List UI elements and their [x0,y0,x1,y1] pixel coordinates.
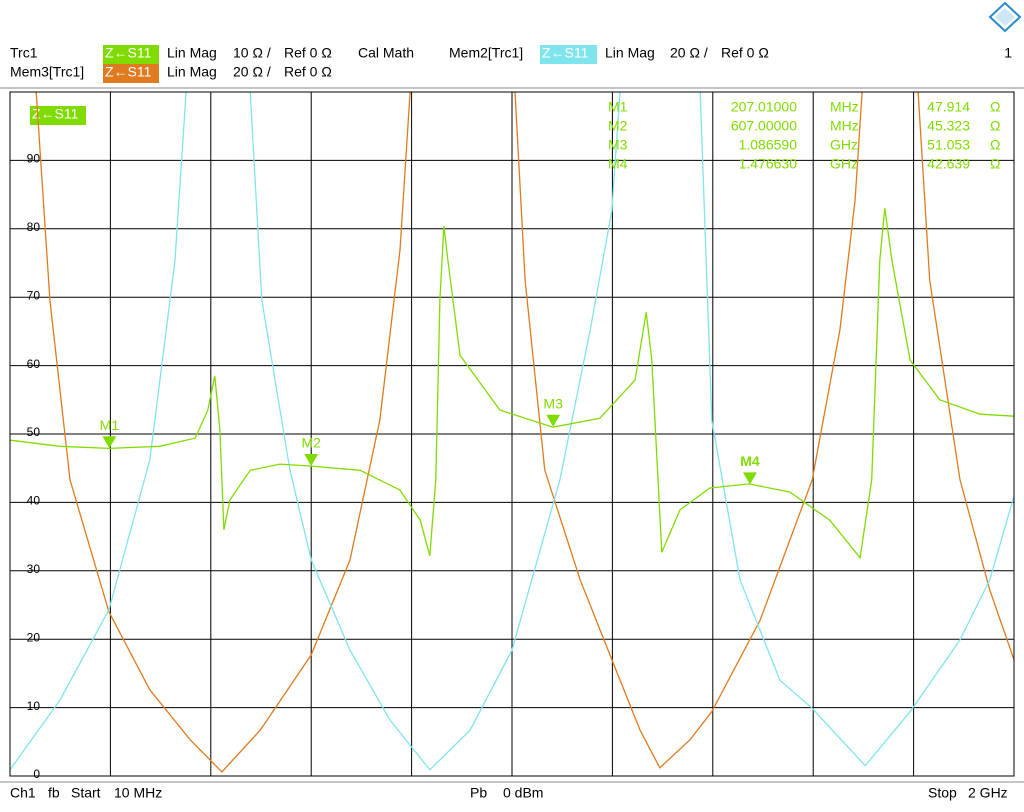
plot-frame [9,91,1015,777]
param: Z←S11 [105,45,152,61]
footer-channel: Ch1 [10,785,36,801]
y-tick-label: 80 [27,220,41,234]
marker-table-value: 51.053 [927,137,970,153]
scale: 20 Ω / [670,45,708,61]
trace-line [10,208,1014,560]
scale: 20 Ω / [233,64,271,80]
marker-label: M1 [100,417,120,433]
cal: Cal Math [358,45,414,61]
format: Lin Mag [167,45,217,61]
marker [304,453,319,466]
footer-start-value: 10 MHz [114,785,162,801]
format: Lin Mag [167,64,217,80]
marker-table-stimulus-unit: GHz [830,156,858,172]
logo [988,1,1022,33]
marker-table-stimulus: 607.00000 [731,118,797,134]
plot-param: Z←S11 [32,106,79,122]
marker-table-value: 47.914 [927,99,970,115]
marker-table-unit: Ω [990,156,1000,172]
scale: 10 Ω / [233,45,271,61]
marker [742,472,757,485]
marker-table-unit: Ω [990,99,1000,115]
ref: Ref 0 Ω [284,45,332,61]
footer-stop-value: 2 GHz [968,785,1008,801]
marker-table-unit: Ω [990,118,1000,134]
trace-line [10,92,1014,771]
marker-label: M4 [740,453,760,469]
y-tick-label: 10 [27,699,41,713]
marker-table-value: 42.639 [927,156,970,172]
trace-name: Mem3[Trc1] [10,64,84,80]
y-tick-label: 0 [33,767,40,781]
param: Z←S11 [105,64,152,80]
y-tick-label: 50 [27,425,41,439]
param: Z←S11 [542,45,589,61]
trace-name: Trc1 [10,45,38,61]
y-tick-label: 90 [27,152,41,166]
marker-label: M3 [543,396,563,412]
channel-number: 1 [1004,45,1012,61]
footer-power-value: 0 dBm [503,785,543,801]
footer-stop: Stop [928,785,957,801]
marker [102,436,117,449]
y-tick-label: 30 [27,562,41,576]
trace-line [35,92,1014,773]
format: Lin Mag [605,45,655,61]
param-badge [103,64,159,83]
marker-table-name: M1 [608,99,628,115]
marker-label: M2 [301,435,321,451]
param-badge [540,45,597,64]
trace-name: Mem2[Trc1] [449,45,523,61]
marker-table-name: M2 [608,118,628,134]
footer-start: Start [71,785,101,801]
ref: Ref 0 Ω [284,64,332,80]
marker-table-unit: Ω [990,137,1000,153]
y-tick-label: 20 [27,630,41,644]
marker-table-stimulus: 207.01000 [731,99,797,115]
marker-table-value: 45.323 [927,118,970,134]
footer-power: Pb [470,785,487,801]
y-tick-label: 40 [27,494,41,508]
marker-table-name: M3 [608,137,628,153]
marker-table-stimulus-unit: GHz [830,137,858,153]
param-badge [103,45,159,64]
footer-mode: fb [48,785,60,801]
y-tick-label: 60 [27,357,41,371]
param-badge [30,106,86,125]
marker-table-stimulus: 1.476630 [739,156,798,172]
marker-table-stimulus-unit: MHz [830,118,859,134]
marker-table-stimulus: 1.086590 [739,137,798,153]
marker [546,414,561,427]
ref: Ref 0 Ω [721,45,769,61]
marker-table-stimulus-unit: MHz [830,99,859,115]
marker-table-name: M4 [608,156,628,172]
y-tick-label: 70 [27,288,41,302]
